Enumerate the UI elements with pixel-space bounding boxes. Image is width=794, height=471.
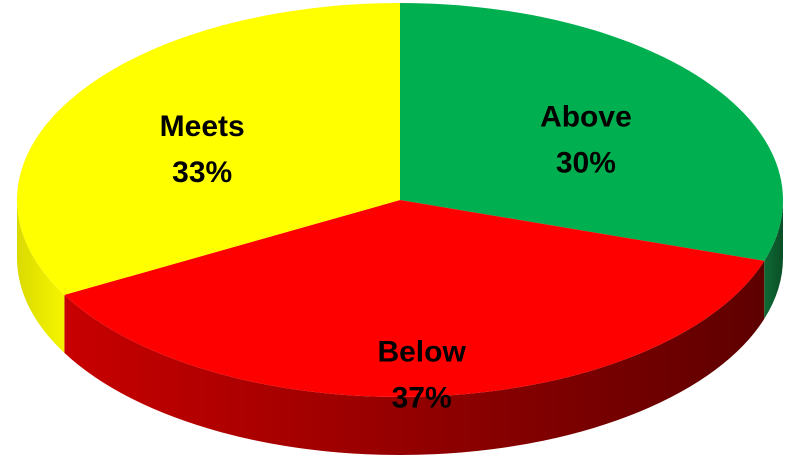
slice-category-label-below: Below [377, 336, 466, 369]
slice-category-label-meets: Meets [160, 110, 245, 143]
slice-side-below [64, 260, 765, 456]
pie-labels: Above 30% Below 37% Meets 33% [160, 101, 632, 415]
slice-value-label-above: 30% [556, 147, 616, 180]
slice-value-label-meets: 33% [172, 156, 232, 189]
slice-side-above [764, 200, 783, 319]
pie-side-walls [16, 200, 783, 456]
slice-above [400, 3, 783, 261]
slice-category-label-above: Above [540, 101, 632, 134]
slice-value-label-below: 37% [392, 382, 452, 415]
pie-top-faces [17, 3, 783, 398]
slice-below [64, 200, 765, 398]
slice-meets [17, 3, 401, 295]
slice-side-meets [16, 200, 65, 353]
